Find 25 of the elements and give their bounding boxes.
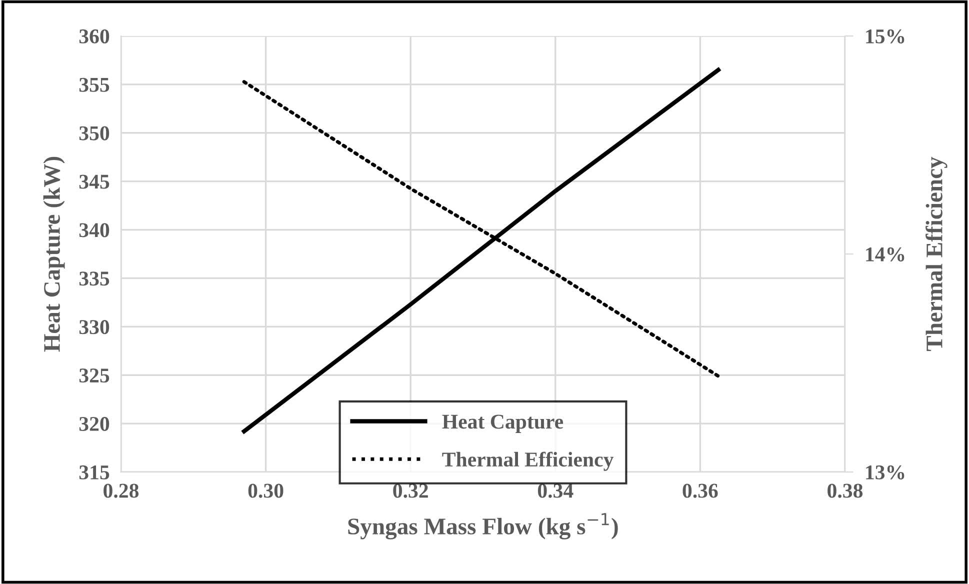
- line-series: [242, 68, 720, 434]
- y-tick-label: 340: [79, 223, 110, 238]
- y-tick-label: 325: [79, 368, 110, 383]
- y-tick-label: 320: [79, 416, 110, 431]
- y-tick-label: 355: [79, 78, 110, 92]
- y-tick-label: 330: [79, 320, 110, 334]
- y-tick-label: 335: [79, 272, 110, 286]
- y-tick-label: 315: [79, 465, 110, 480]
- x-axis-title: Syngas Mass Flow (kg s$^{−1}$): [348, 513, 618, 540]
- x-tick-label: 0.32: [393, 484, 428, 498]
- x-tick-label: 0.30: [248, 484, 284, 498]
- y-tick-label: 350: [79, 126, 110, 140]
- y2-axis-title: Thermal Efficiency: [926, 156, 948, 352]
- legend-label: Heat Capture: [442, 414, 564, 433]
- x-tick-label: 0.36: [682, 484, 718, 498]
- y2-tick-label: 15%: [866, 29, 904, 44]
- y-axis-title: Heat Capture (kW): [43, 156, 65, 352]
- x-tick-label: 0.34: [538, 484, 574, 498]
- y-tick-label: 345: [79, 174, 110, 189]
- legend-label: Thermal Efficiency: [442, 452, 614, 471]
- x-tick-label: 0.28: [104, 484, 139, 498]
- y-tick-label: 360: [79, 29, 110, 44]
- y2-tick-label: 13%: [866, 465, 904, 480]
- x-tick-label: 0.38: [828, 484, 863, 498]
- y2-tick-label: 14%: [866, 247, 904, 262]
